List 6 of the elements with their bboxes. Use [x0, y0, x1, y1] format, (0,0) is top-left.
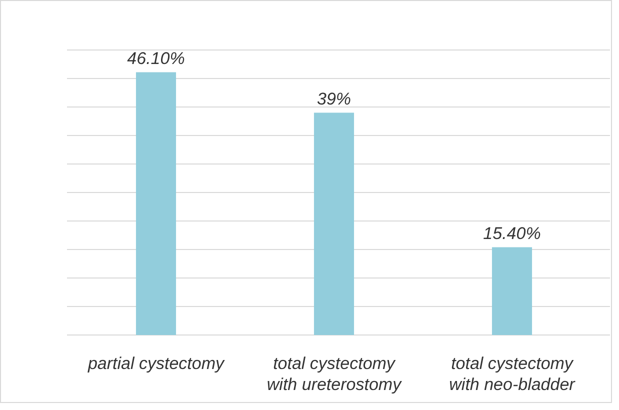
data-label: 15.40% [483, 224, 541, 244]
data-label: 46.10% [127, 49, 185, 68]
data-label: 39% [316, 90, 352, 109]
x-tick-label: total cystectomy with neo-bladder [449, 354, 576, 394]
x-tick-label: total cystectomy with ureterostomy [266, 354, 403, 394]
x-tick-label: partial cystectomy [86, 354, 226, 373]
